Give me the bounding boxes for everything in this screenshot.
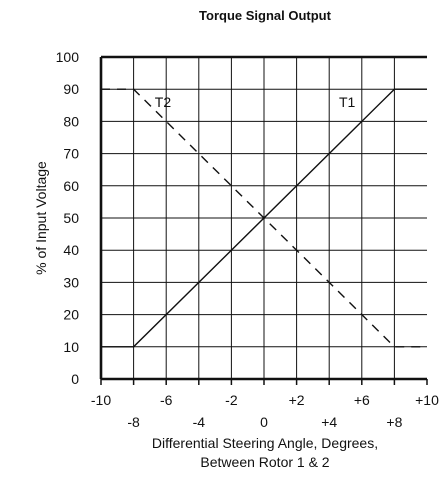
y-tick-label: 100 bbox=[56, 49, 80, 65]
series-layer: T1 T2 bbox=[101, 88, 427, 348]
y-tick-label: 50 bbox=[63, 210, 79, 226]
x-tick-label: +4 bbox=[321, 414, 337, 430]
x-tick-label: -10 bbox=[91, 392, 111, 408]
x-tick-label: -4 bbox=[193, 414, 206, 430]
x-tick-label: +8 bbox=[386, 414, 402, 430]
y-tick-label: 20 bbox=[63, 307, 79, 323]
y-tick-label: 80 bbox=[63, 113, 79, 129]
chart-title: Torque Signal Output bbox=[199, 8, 332, 23]
x-axis-label-line2: Between Rotor 1 & 2 bbox=[200, 454, 329, 470]
y-axis-label: % of Input Voltage bbox=[33, 161, 49, 275]
y-tick-label: 60 bbox=[63, 178, 79, 194]
x-axis-label-line1: Differential Steering Angle, Degrees, bbox=[152, 435, 378, 451]
plot-frame bbox=[99, 55, 428, 385]
y-tick-label: 30 bbox=[63, 274, 79, 290]
series-line-t2 bbox=[101, 88, 427, 348]
x-tick-label: -8 bbox=[127, 414, 140, 430]
tick-labels: 0 10 20 30 40 50 60 70 80 90 100 -10 -6 -2 +2 +6 +10 -8 -4… bbox=[56, 49, 439, 430]
x-tick-label: +10 bbox=[415, 392, 439, 408]
series-label-t2: T2 bbox=[155, 94, 172, 110]
x-tick-label: +6 bbox=[354, 392, 370, 408]
x-tick-label: +2 bbox=[289, 392, 305, 408]
series-label-t1: T1 bbox=[339, 94, 356, 110]
x-tick-label: -2 bbox=[225, 392, 238, 408]
y-tick-label: 0 bbox=[71, 371, 79, 387]
y-tick-label: 40 bbox=[63, 242, 79, 258]
y-tick-label: 70 bbox=[63, 146, 79, 162]
x-tick-label: -6 bbox=[160, 392, 173, 408]
y-tick-label: 10 bbox=[63, 339, 79, 355]
x-tick-label: 0 bbox=[260, 414, 268, 430]
y-tick-label: 90 bbox=[63, 81, 79, 97]
